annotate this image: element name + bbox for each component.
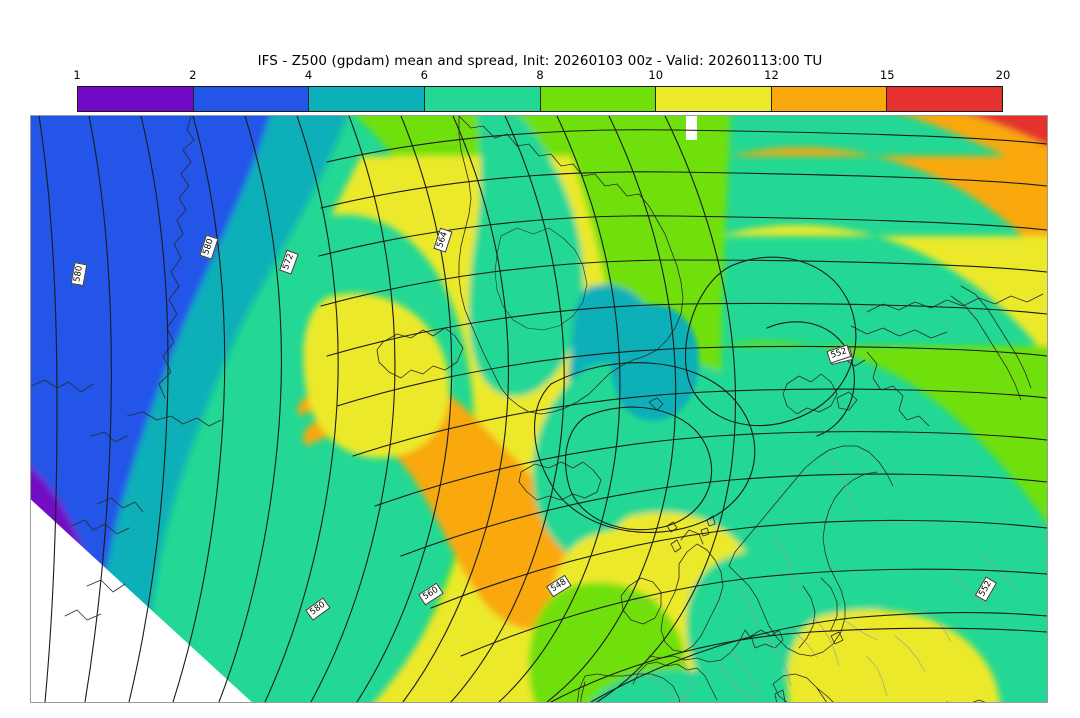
colorbar-band-2-4 [193, 87, 310, 111]
colorbar-band-8-10 [540, 87, 657, 111]
colorbar-tick-6: 6 [420, 68, 428, 82]
colorbar-tick-1: 1 [73, 68, 81, 82]
colorbar-tick-15: 15 [879, 68, 895, 82]
contour-layer [38, 116, 1047, 702]
colorbar-band-12-15 [771, 87, 888, 111]
colorbar-tick-8: 8 [536, 68, 544, 82]
colorbar-tick-20: 20 [995, 68, 1011, 82]
colorbar: 1 2 4 6 8 10 12 15 20 [73, 68, 1010, 112]
colorbar-band-1-2 [78, 87, 194, 111]
colorbar-tick-10: 10 [648, 68, 664, 82]
spread-fill-layer [31, 116, 1047, 702]
colorbar-band-15-20 [887, 87, 1002, 111]
colorbar-tick-2: 2 [189, 68, 197, 82]
colorbar-tick-12: 12 [764, 68, 779, 82]
map-canvas: 580580572564520580560548552560552 from g… [30, 115, 1048, 703]
colorbar-band-4-6 [309, 87, 425, 111]
colorbar-bands [77, 86, 1003, 112]
map-svg [31, 116, 1047, 702]
colorbar-band-10-12 [656, 87, 772, 111]
colorbar-band-6-8 [424, 87, 541, 111]
colorbar-tick-4: 4 [304, 68, 313, 82]
page-title: IFS - Z500 (gpdam) mean and spread, Init… [257, 53, 823, 69]
colorbar-tick-labels: 1 2 4 6 8 10 12 15 20 [73, 68, 1010, 84]
